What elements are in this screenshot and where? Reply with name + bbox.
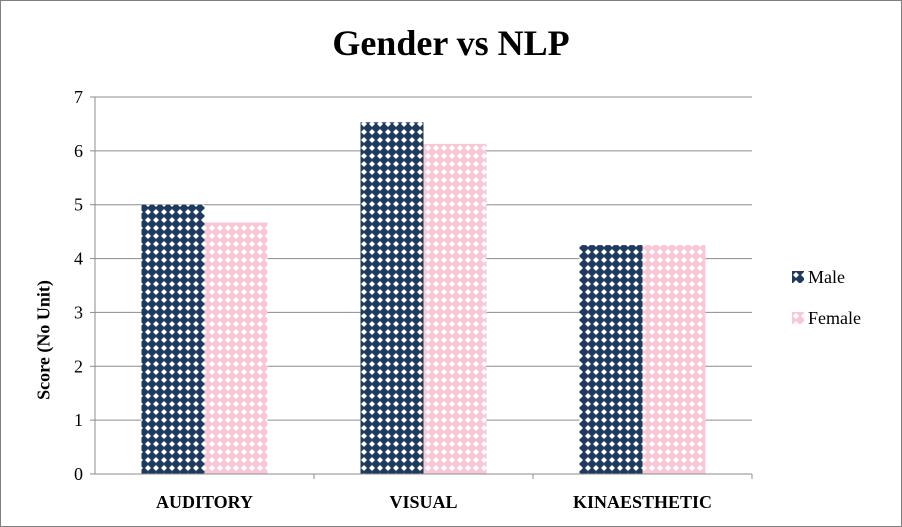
legend-label-female: Female [808, 307, 861, 328]
bar-female-auditory [204, 222, 268, 474]
legend: Male Female [792, 266, 861, 348]
y-tick-label-7: 7 [74, 87, 83, 107]
y-tick-label-6: 6 [74, 141, 83, 161]
y-tick-label-2: 2 [74, 356, 83, 376]
bar-male-kinaesthetic [579, 245, 643, 474]
x-tick-label-kinaesthetic: KINAESTHETIC [573, 492, 712, 512]
legend-swatch-female [792, 312, 804, 324]
y-tick-label-5: 5 [74, 195, 83, 215]
y-tick-label-0: 0 [74, 464, 83, 484]
y-tick-label-3: 3 [74, 302, 83, 322]
x-tick-label-auditory: AUDITORY [156, 492, 253, 512]
chart-title: Gender vs NLP [332, 23, 570, 63]
x-tick-label-visual: VISUAL [389, 492, 457, 512]
legend-label-male: Male [808, 266, 845, 287]
y-tick-label-4: 4 [74, 249, 83, 269]
legend-swatch-male [792, 271, 804, 283]
legend-item-male: Male [792, 266, 861, 288]
bar-female-kinaesthetic [642, 245, 706, 474]
legend-item-female: Female [792, 307, 861, 329]
y-tick-label-1: 1 [74, 410, 83, 430]
bar-male-visual [360, 122, 424, 474]
bar-female-visual [423, 143, 487, 474]
bar-male-auditory [141, 204, 205, 474]
